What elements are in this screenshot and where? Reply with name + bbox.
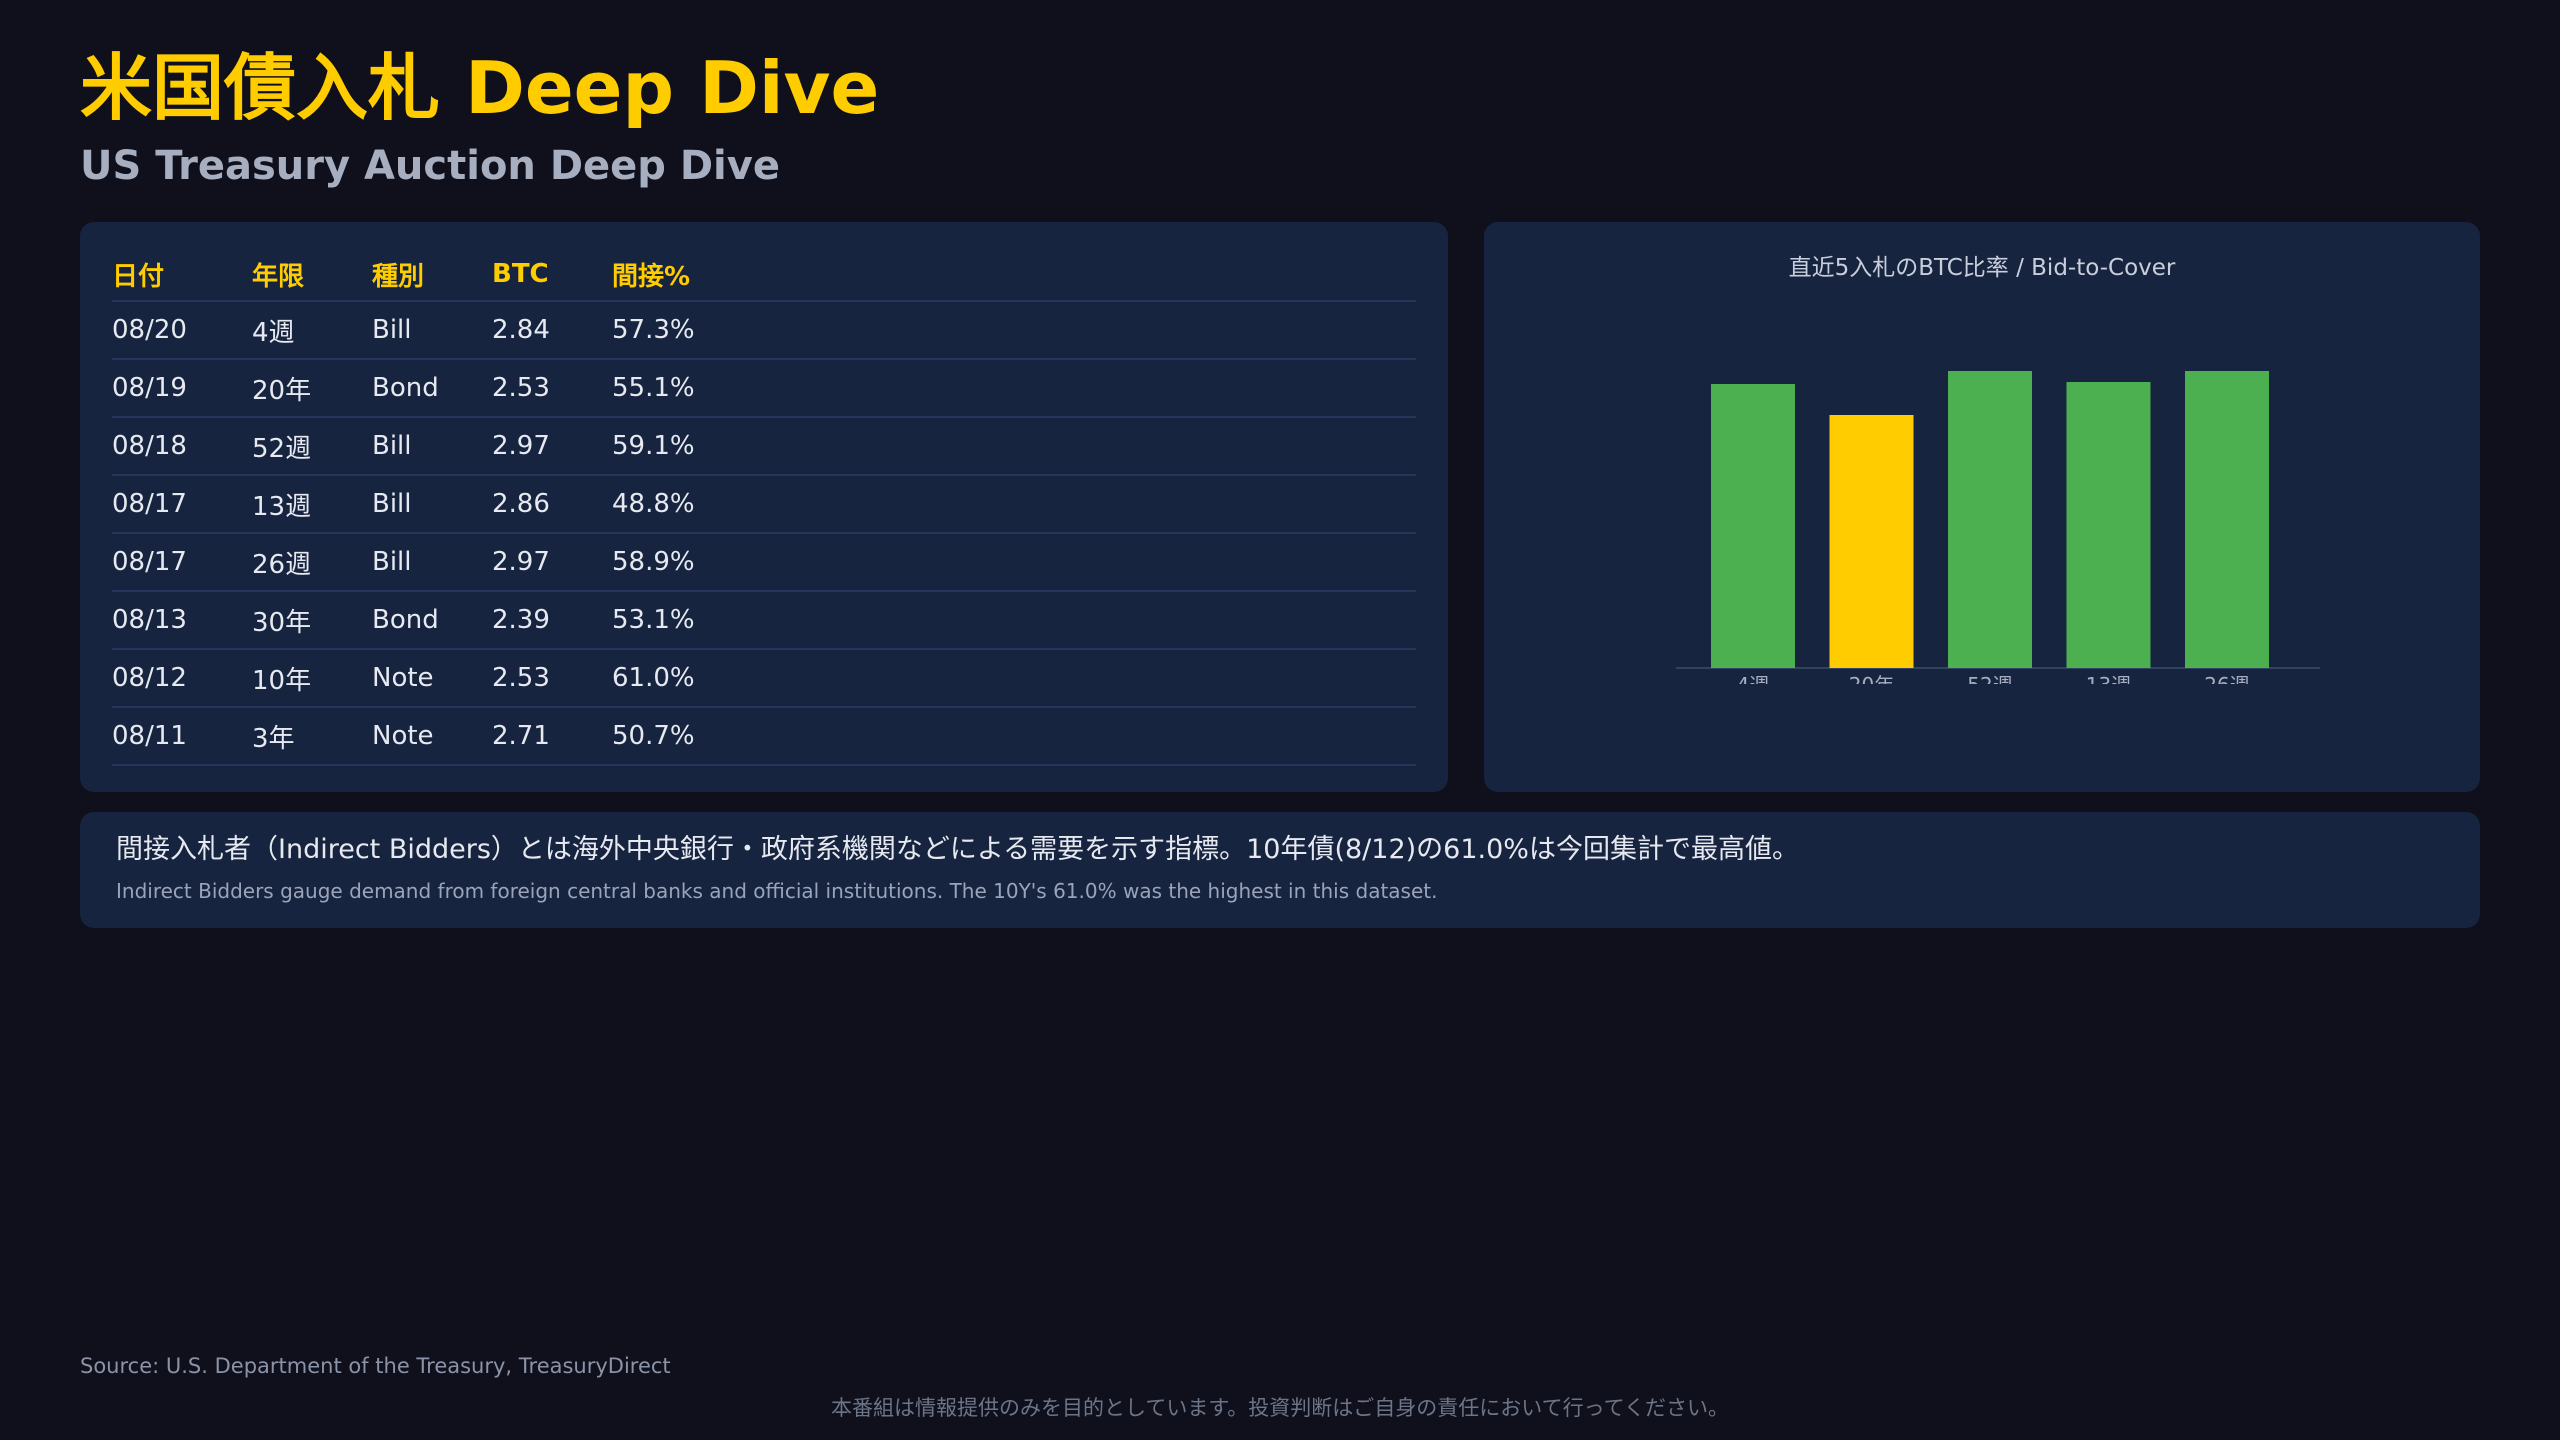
cell-date: 08/17: [112, 533, 252, 592]
cell-indirect: 59.1%: [612, 417, 1416, 476]
chart-bar: [2066, 382, 2151, 668]
cell-indirect: 61.0%: [612, 649, 1416, 708]
tick-labels-layer: 4週 20年 52週 13週 26週: [1737, 673, 2250, 697]
cell-tenor: 13週: [252, 475, 372, 534]
x-tick-label: 13週: [2086, 673, 2131, 697]
cell-date: 08/20: [112, 301, 252, 360]
table-row: 08/17 13週 Bill 2.86 48.8%: [112, 475, 1416, 534]
cell-type: Bill: [372, 417, 492, 476]
cell-btc: 2.86: [492, 475, 612, 534]
bars-layer: [1711, 371, 2269, 668]
table-row: 08/17 26週 Bill 2.97 58.9%: [112, 533, 1416, 592]
cell-date: 08/11: [112, 707, 252, 766]
table-row: 08/13 30年 Bond 2.39 53.1%: [112, 591, 1416, 650]
cell-indirect: 50.7%: [612, 707, 1416, 766]
table-row: 08/11 3年 Note 2.71 50.7%: [112, 707, 1416, 766]
btc-bar-chart: 4週 20年 52週 13週 26週: [1676, 371, 2320, 697]
table-row: 08/19 20年 Bond 2.53 55.1%: [112, 359, 1416, 418]
cell-indirect: 57.3%: [612, 301, 1416, 360]
header-indirect: 間接%: [612, 248, 1416, 302]
table-row: 08/12 10年 Note 2.53 61.0%: [112, 649, 1416, 708]
header-tenor: 年限: [252, 248, 372, 302]
btc-chart-panel: 直近5入札のBTC比率 / Bid-to-Cover 4週 20年 52週 13週 26…: [1484, 222, 2480, 792]
disclaimer: 本番組は情報提供のみを目的としています。投資判断はご自身の責任において行ってくだ…: [831, 1396, 1729, 1420]
cell-tenor: 30年: [252, 591, 372, 650]
cell-date: 08/19: [112, 359, 252, 418]
chart-bar: [1829, 415, 1914, 668]
cell-type: Note: [372, 707, 492, 766]
cell-btc: 2.39: [492, 591, 612, 650]
header-date: 日付: [112, 248, 252, 302]
table-row: 08/18 52週 Bill 2.97 59.1%: [112, 417, 1416, 476]
cell-tenor: 26週: [252, 533, 372, 592]
cell-btc: 2.97: [492, 533, 612, 592]
cell-tenor: 10年: [252, 649, 372, 708]
cell-tenor: 3年: [252, 707, 372, 766]
cell-date: 08/17: [112, 475, 252, 534]
cell-btc: 2.84: [492, 301, 612, 360]
chart-bar: [2185, 371, 2269, 668]
x-tick-label: 20年: [1849, 673, 1894, 697]
cell-btc: 2.53: [492, 359, 612, 418]
x-tick-label: 26週: [2204, 673, 2249, 697]
cell-type: Bond: [372, 591, 492, 650]
header-type: 種別: [372, 248, 492, 302]
table-header-row: 日付 年限 種別 BTC 間接%: [112, 248, 1416, 302]
cell-tenor: 20年: [252, 359, 372, 418]
table-row: 08/20 4週 Bill 2.84 57.3%: [112, 301, 1416, 360]
cell-date: 08/12: [112, 649, 252, 708]
chart-title: 直近5入札のBTC比率 / Bid-to-Cover: [1788, 255, 2176, 281]
x-tick-label: 52週: [1967, 673, 2012, 697]
cell-type: Bond: [372, 359, 492, 418]
cell-date: 08/13: [112, 591, 252, 650]
cell-type: Bill: [372, 475, 492, 534]
cell-tenor: 4週: [252, 301, 372, 360]
auction-table-panel: 日付 年限 種別 BTC 間接% 08/20 4週 Bill 2.84 57.3…: [80, 222, 1448, 792]
chart-bar: [1711, 384, 1795, 668]
cell-btc: 2.53: [492, 649, 612, 708]
header-btc: BTC: [492, 248, 612, 302]
info-note-panel: 間接入札者（Indirect Bidders）とは海外中央銀行・政府系機関などに…: [80, 812, 2480, 928]
cell-indirect: 53.1%: [612, 591, 1416, 650]
cell-tenor: 52週: [252, 417, 372, 476]
auction-table: 日付 年限 種別 BTC 間接% 08/20 4週 Bill 2.84 57.3…: [112, 248, 1416, 766]
source-note: Source: U.S. Department of the Treasury,…: [80, 1354, 671, 1378]
page-title: 米国債入札 Deep Dive: [80, 46, 880, 130]
x-tick-label: 4週: [1737, 673, 1770, 697]
cell-indirect: 48.8%: [612, 475, 1416, 534]
info-note-sub: Indirect Bidders gauge demand from forei…: [116, 879, 1438, 903]
cell-type: Note: [372, 649, 492, 708]
cell-date: 08/18: [112, 417, 252, 476]
chart-bar: [1948, 371, 2032, 668]
cell-btc: 2.97: [492, 417, 612, 476]
cell-indirect: 58.9%: [612, 533, 1416, 592]
page-subtitle: US Treasury Auction Deep Dive: [80, 143, 780, 189]
cell-type: Bill: [372, 533, 492, 592]
info-note-main: 間接入札者（Indirect Bidders）とは海外中央銀行・政府系機関などに…: [116, 834, 1799, 865]
cell-type: Bill: [372, 301, 492, 360]
cell-btc: 2.71: [492, 707, 612, 766]
cell-indirect: 55.1%: [612, 359, 1416, 418]
